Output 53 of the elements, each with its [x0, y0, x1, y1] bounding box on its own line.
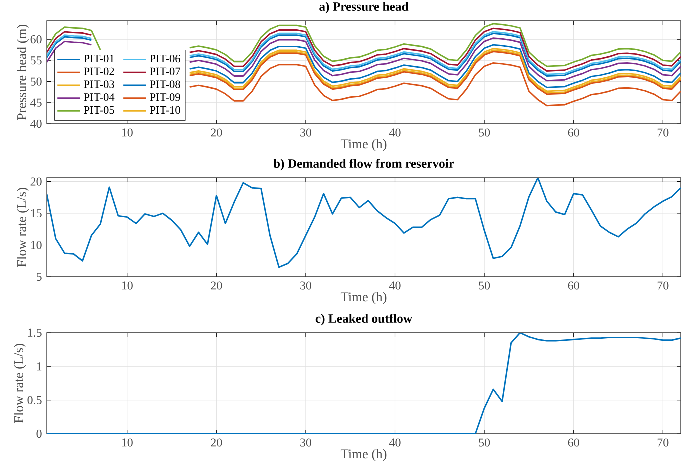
x-tick-label: 70: [658, 438, 669, 447]
x-tick-label: 40: [389, 438, 401, 447]
x-tick-label: 70: [658, 282, 669, 290]
x-tick-label: 40: [389, 282, 401, 290]
x-tick-label: 10: [122, 438, 133, 447]
x-tick-label: 60: [568, 438, 580, 447]
x-tick-label: 10: [122, 282, 133, 290]
legend-label: PIT-03: [84, 80, 114, 88]
y-tick-label: 1: [37, 362, 42, 371]
y-tick-label: 0.5: [28, 396, 42, 404]
legend-label: PIT-10: [150, 106, 180, 114]
x-tick-label: 40: [389, 128, 401, 137]
x-tick-label: 20: [211, 128, 222, 137]
x-tick-label: 20: [211, 282, 222, 290]
legend-label: PIT-07: [150, 68, 180, 76]
y-tick-label: 55: [30, 56, 42, 65]
x-tick-label: 60: [568, 128, 580, 137]
legend-label: PIT-01: [84, 54, 114, 63]
x-tick-label: 50: [479, 282, 490, 290]
y-axis-title: Pressure head (m): [17, 24, 30, 120]
y-tick-label: 40: [30, 120, 42, 128]
y-tick-label: 10: [31, 241, 42, 250]
legend-label: PIT-06: [150, 54, 180, 63]
x-tick-label: 30: [300, 438, 312, 447]
chart-title: b) Demanded flow from reservoir: [274, 158, 454, 171]
y-tick-label: 1.5: [28, 328, 42, 338]
y-axis-title: Flow rate (L/s): [17, 188, 30, 268]
y-tick-label: 60: [30, 36, 42, 44]
x-tick-label: 60: [568, 282, 580, 290]
x-tick-label: 30: [300, 128, 312, 137]
x-axis-title: Time (h): [340, 292, 387, 304]
x-tick-label: 70: [658, 128, 669, 137]
x-tick-label: 10: [122, 128, 133, 137]
y-tick-label: 0: [36, 430, 42, 438]
legend-label: PIT-08: [150, 80, 180, 88]
x-tick-label: 30: [300, 282, 312, 290]
y-tick-label: 15: [31, 210, 42, 218]
legend-label: PIT-05: [84, 106, 114, 114]
x-axis-title: Time (h): [340, 449, 387, 462]
chart-title: a) Pressure head: [320, 2, 409, 14]
x-tick-label: 50: [479, 128, 490, 137]
legend-label: PIT-02: [84, 68, 114, 76]
chart-title: c) Leaked outflow: [316, 314, 412, 326]
x-axis-title: Time (h): [340, 139, 387, 152]
y-tick-label: 45: [30, 98, 42, 107]
y-tick-label: 5: [36, 272, 42, 281]
legend-label: PIT-09: [150, 94, 180, 102]
y-tick-label: 20: [30, 178, 42, 186]
y-tick-label: 50: [30, 78, 42, 86]
legend-label: PIT-04: [84, 94, 115, 102]
x-tick-label: 50: [479, 438, 490, 447]
y-axis-title: Flow rate (L/s): [14, 344, 26, 424]
x-tick-label: 20: [211, 438, 222, 447]
